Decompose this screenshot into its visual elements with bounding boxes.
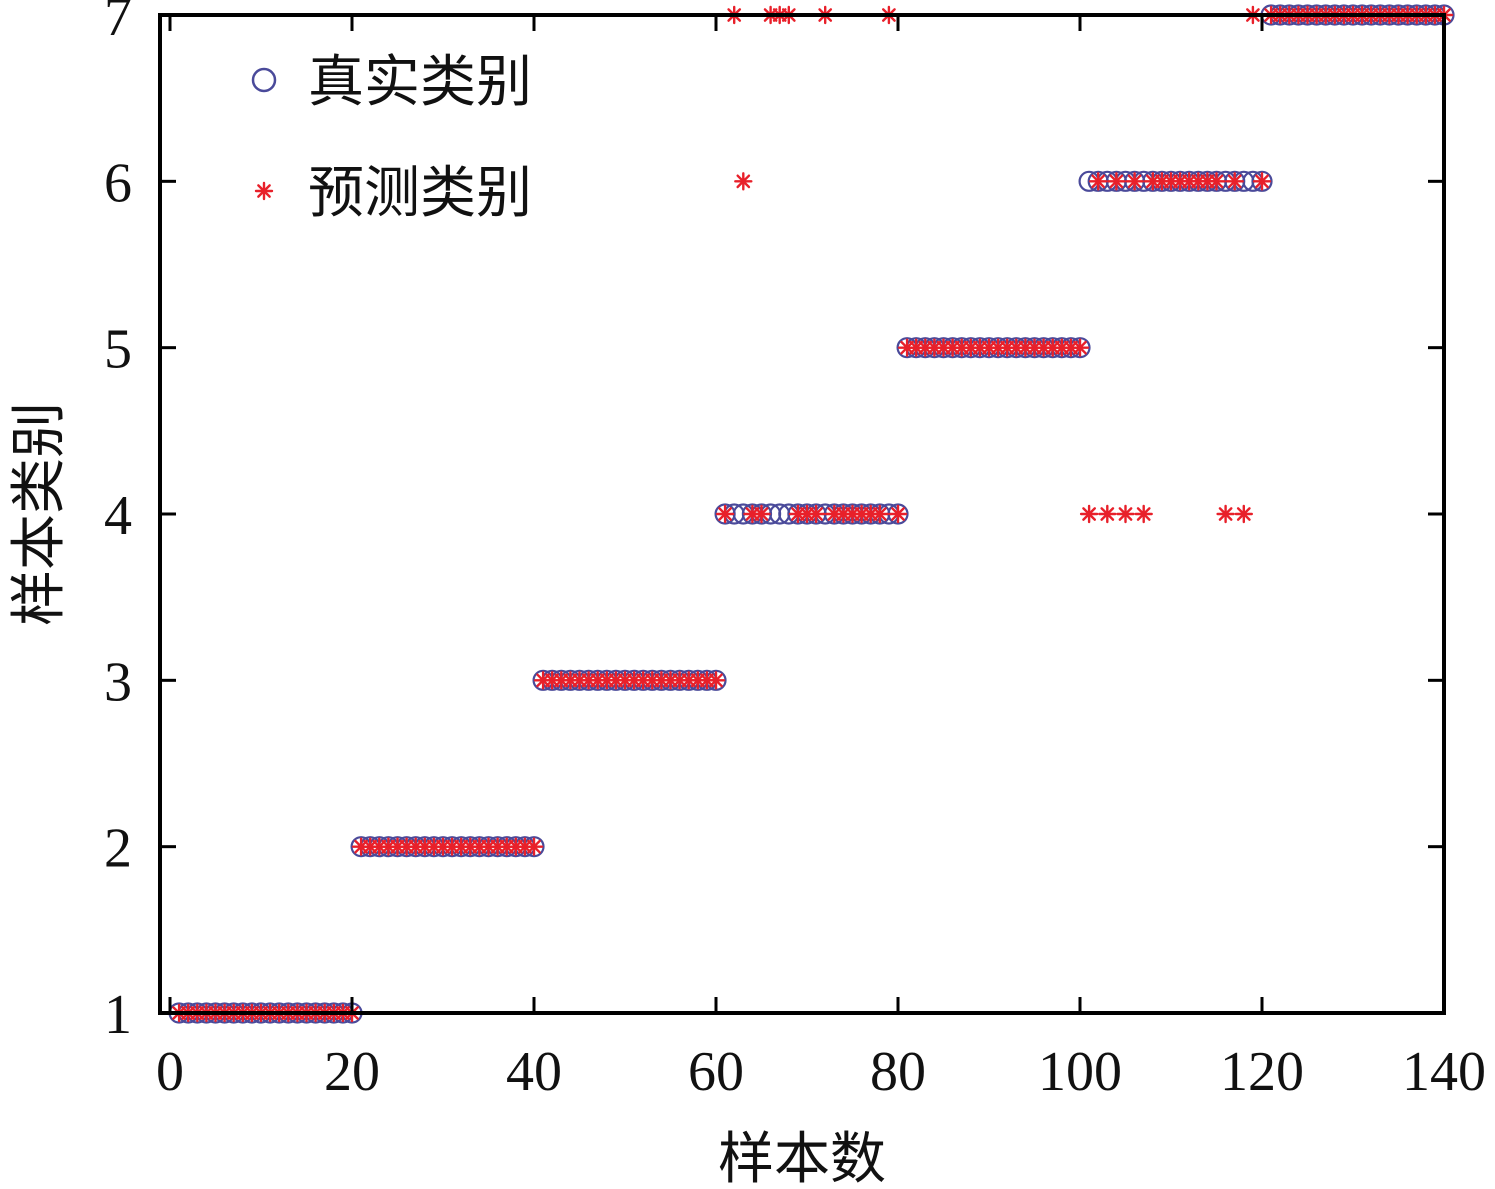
x-axis-title: 样本数 — [718, 1127, 886, 1189]
y-axis-ticks — [160, 13, 1444, 1015]
x-tick-label: 20 — [324, 1041, 380, 1103]
y-tick-label: 5 — [104, 319, 132, 381]
predicted-class-point — [752, 504, 771, 524]
legend-label-pred: 预测类别 — [308, 161, 532, 226]
x-tick-label: 60 — [688, 1041, 744, 1103]
predicted-class-point — [1252, 172, 1272, 191]
predicted-class-point — [1116, 504, 1135, 524]
x-tick-label: 120 — [1220, 1041, 1304, 1103]
predicted-class-point — [1207, 172, 1226, 191]
y-axis-title: 样本类别 — [7, 402, 72, 626]
predicted-class-series — [169, 5, 1454, 1023]
x-tick-label: 0 — [156, 1041, 184, 1103]
predicted-class-point — [524, 837, 544, 856]
predicted-class-point — [706, 671, 726, 690]
predicted-class-point — [1070, 338, 1090, 357]
predicted-class-point — [1134, 504, 1153, 524]
predicted-class-point — [806, 504, 826, 524]
x-tick-label: 80 — [870, 1041, 926, 1103]
legend-asterisk — [254, 181, 274, 201]
y-tick-label: 7 — [104, 0, 132, 48]
predicted-class-point — [1079, 504, 1099, 524]
y-tick-label: 3 — [104, 651, 132, 713]
predicted-class-point — [1088, 172, 1108, 191]
x-axis-tick-labels: 0 20 40 60 80 100 120 140 — [156, 1041, 1486, 1103]
true-class-point — [1251, 170, 1273, 192]
predicted-class-point — [1216, 504, 1235, 524]
predicted-class-point — [734, 172, 753, 191]
legend: 真实类别 预测类别 — [251, 50, 532, 226]
predicted-class-point — [888, 504, 908, 524]
y-tick-label: 6 — [104, 152, 132, 214]
legend-label-true: 真实类别 — [308, 50, 532, 115]
legend-marker-pred — [254, 181, 274, 201]
predicted-class-point — [1107, 172, 1126, 191]
x-axis-ticks — [168, 15, 1446, 1013]
y-tick-label: 4 — [104, 485, 132, 547]
y-axis-tick-labels: 1 2 3 4 5 6 7 — [104, 0, 132, 1046]
predicted-class-point — [1125, 172, 1144, 191]
x-tick-label: 100 — [1038, 1041, 1122, 1103]
predicted-class-point — [1098, 504, 1117, 524]
x-tick-label: 40 — [506, 1041, 562, 1103]
y-tick-label: 2 — [104, 818, 132, 880]
y-tick-label: 1 — [104, 984, 132, 1046]
predicted-class-point — [1234, 504, 1254, 524]
x-tick-label: 140 — [1402, 1041, 1486, 1103]
predicted-class-point — [870, 504, 889, 524]
predicted-class-point — [715, 504, 735, 524]
predicted-class-point — [1225, 172, 1244, 191]
legend-marker-true — [251, 67, 277, 93]
